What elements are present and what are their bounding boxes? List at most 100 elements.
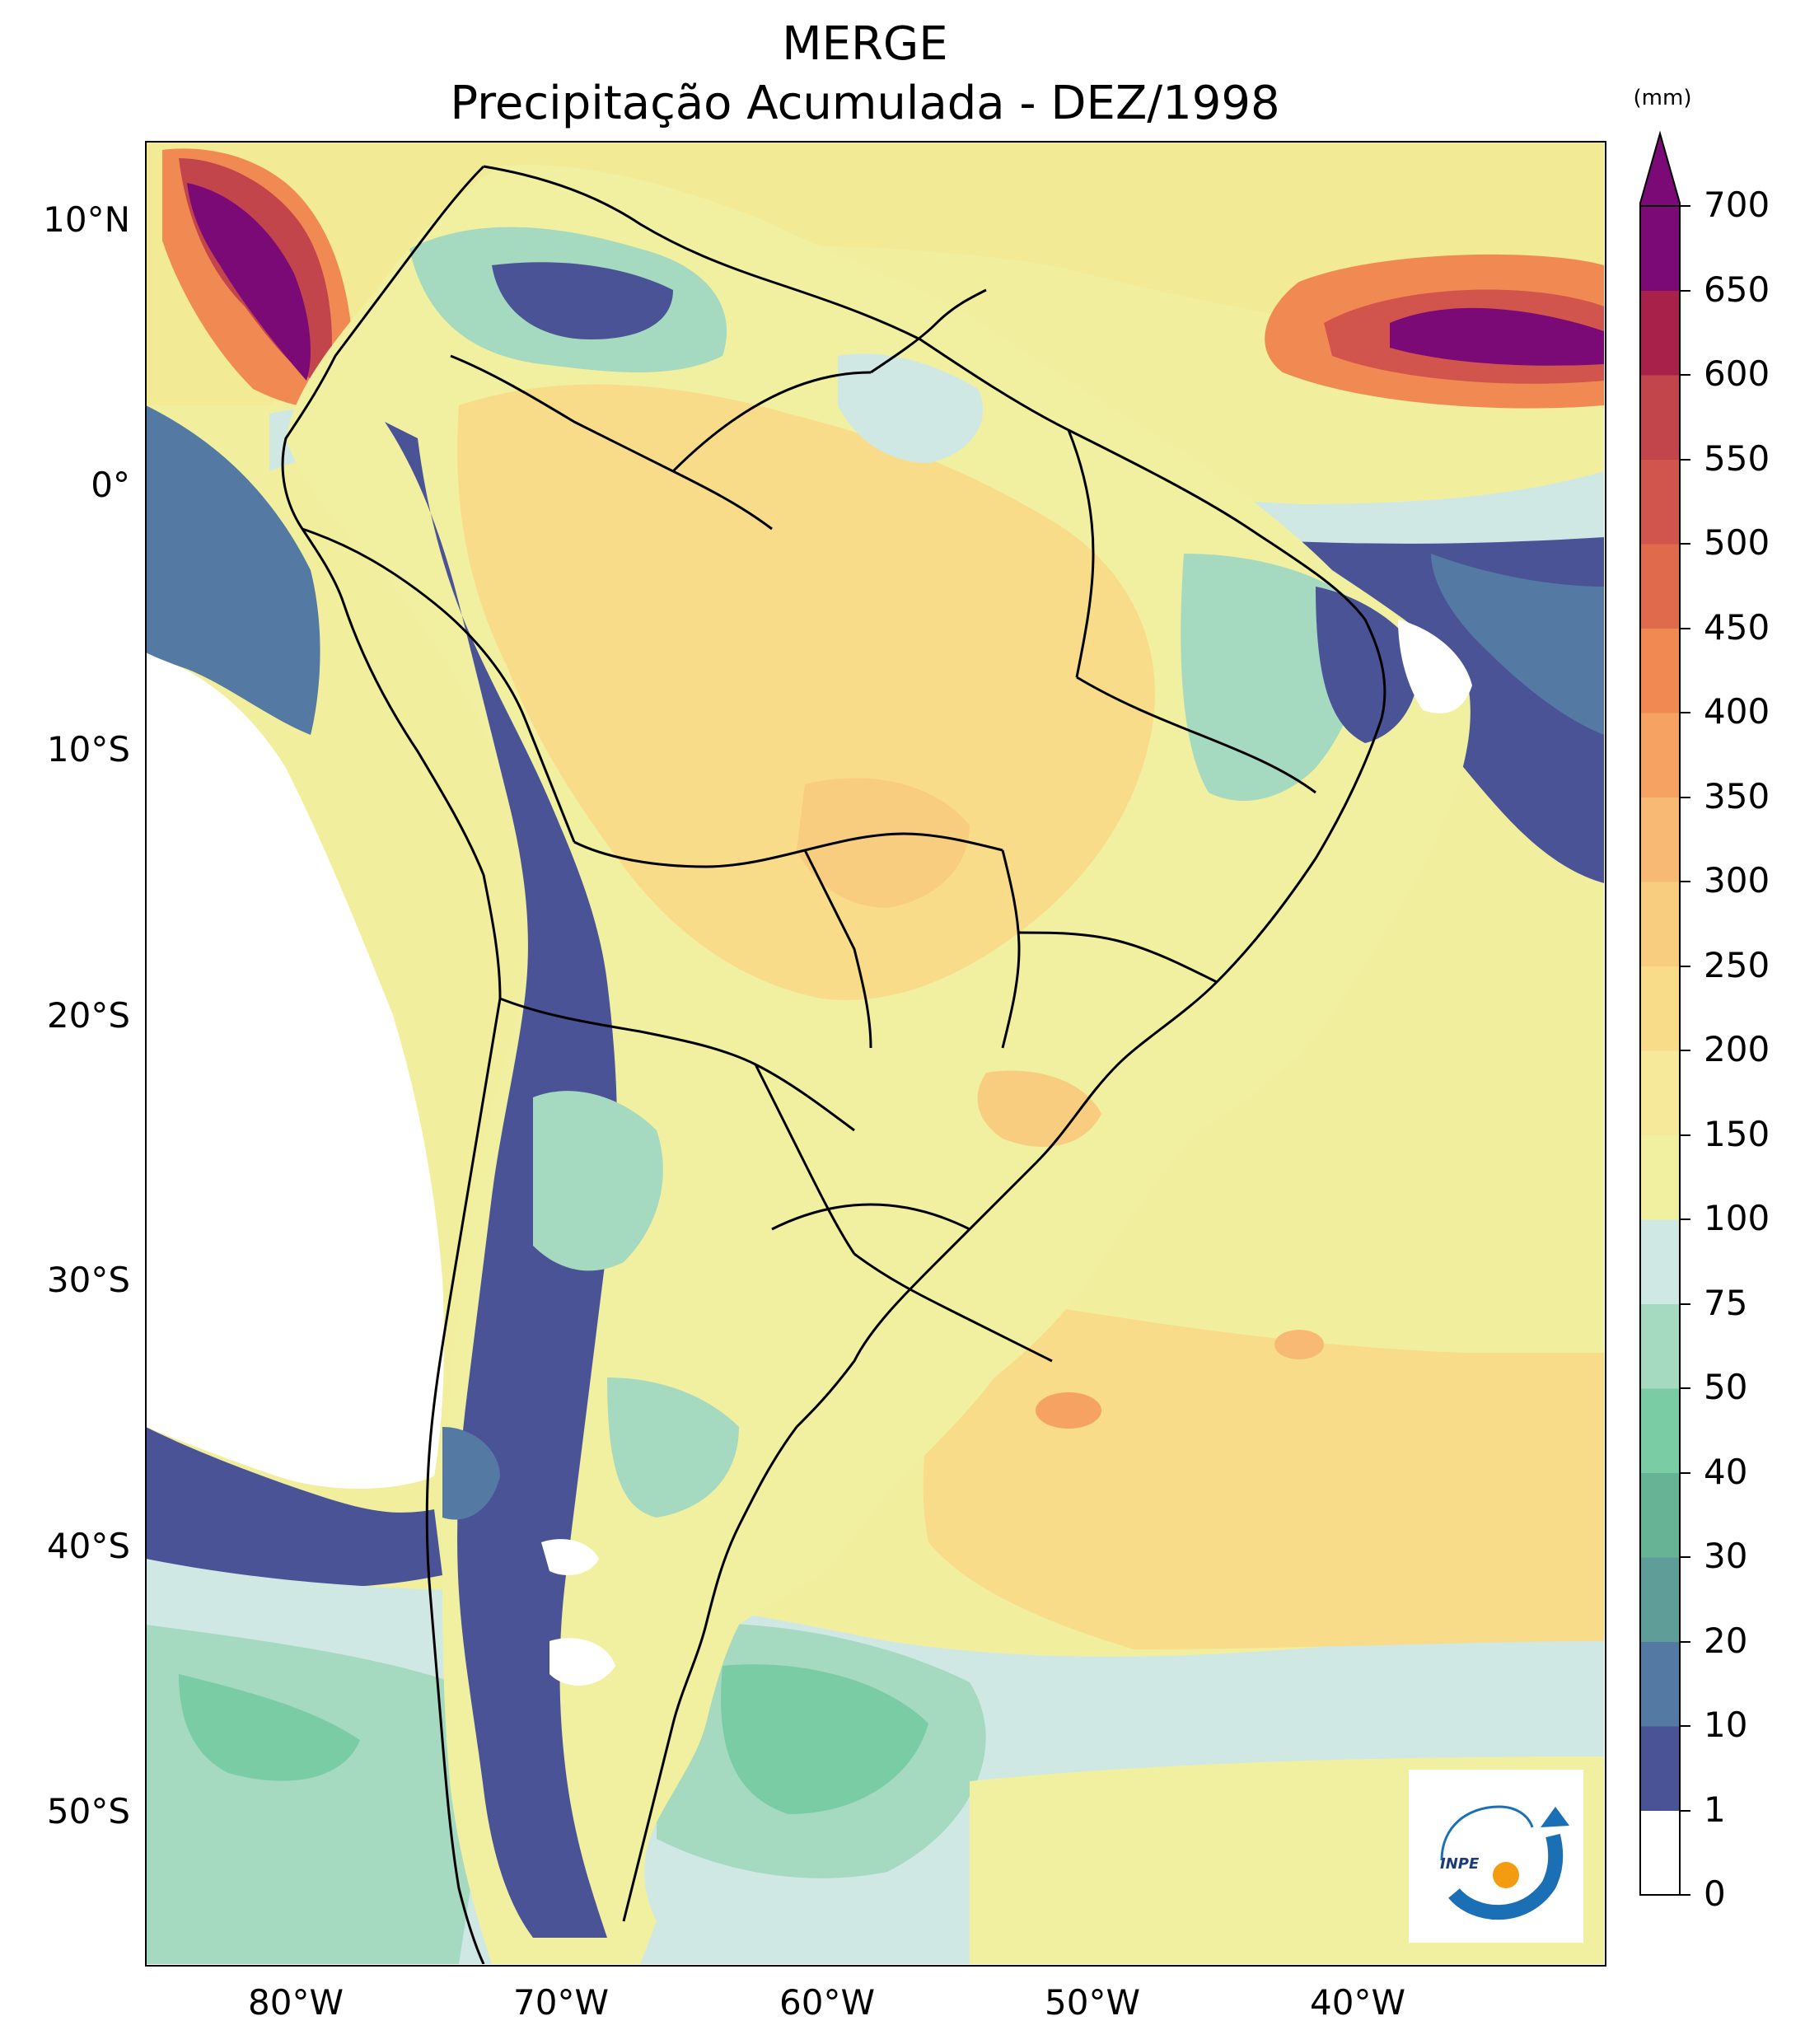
northeast-dry-core xyxy=(1316,587,1419,743)
colorbar-tick-label: 50 xyxy=(1704,1367,1748,1407)
southern-pacific-patch xyxy=(179,1674,360,1781)
lat-tick-label: 30°S xyxy=(46,1260,130,1300)
chart-title-line1: MERGE xyxy=(782,17,948,71)
colorbar-tick xyxy=(1681,1134,1690,1136)
colorbar-tick-label: 1 xyxy=(1704,1789,1726,1830)
inpe-logo-graphic: INPE xyxy=(1440,1805,1569,1920)
colorbar-tick xyxy=(1681,1809,1690,1812)
colorbar-tick xyxy=(1681,1894,1690,1896)
lon-tick-label: 60°W xyxy=(779,1982,875,2023)
logo-arrow xyxy=(1541,1807,1569,1827)
pacific-transition-north xyxy=(146,405,320,735)
colorbar-tick-label: 75 xyxy=(1704,1282,1748,1323)
chile-transition xyxy=(442,1427,500,1520)
inpe-logo: INPE xyxy=(1409,1770,1583,1943)
colorbar-tick-label: 10 xyxy=(1704,1705,1748,1745)
logo-arc-thick xyxy=(1448,1833,1564,1920)
colorbar-tick xyxy=(1681,965,1690,967)
colorbar-tick xyxy=(1681,1050,1690,1051)
lat-tick-label: 20°S xyxy=(46,995,130,1036)
lat-tick-label: 0° xyxy=(91,465,130,505)
lat-tick-label: 10°S xyxy=(46,729,130,769)
central-brazil-peak xyxy=(797,778,970,908)
lon-tick-label: 40°W xyxy=(1310,1982,1405,2023)
colorbar-tick xyxy=(1681,374,1690,376)
colorbar-tick xyxy=(1681,1556,1690,1558)
colorbar-tick xyxy=(1681,712,1690,713)
colorbar-tick-label: 600 xyxy=(1704,353,1770,394)
chart-title-line2: Precipitação Acumulada - DEZ/1998 xyxy=(450,77,1280,130)
colorbar-segment xyxy=(1639,1557,1681,1642)
colorbar-tick-label: 150 xyxy=(1704,1113,1770,1154)
country-borders xyxy=(281,165,1386,1964)
logo-dot xyxy=(1493,1862,1519,1888)
colorbar-tick-label: 0 xyxy=(1704,1873,1726,1914)
colorbar-segment xyxy=(1639,1472,1681,1558)
colorbar-unit: (mm) xyxy=(1633,86,1692,110)
colorbar-segment xyxy=(1639,882,1681,966)
colorbar-segment xyxy=(1639,206,1681,291)
colorbar-tick-label: 40 xyxy=(1704,1451,1748,1492)
lat-tick-label: 10°N xyxy=(43,199,130,240)
colorbar-segment xyxy=(1639,544,1681,629)
colorbar-outline xyxy=(1639,205,1681,1896)
colorbar-segment xyxy=(1639,713,1681,797)
colorbar-tick-label: 20 xyxy=(1704,1620,1748,1661)
colorbar-tick xyxy=(1681,543,1690,545)
colorbar-segment xyxy=(1639,628,1681,713)
colorbar-segment xyxy=(1639,1219,1681,1304)
colorbar-tick xyxy=(1681,627,1690,629)
south-atlantic-patch xyxy=(721,1664,928,1814)
southeast-peak xyxy=(977,1070,1101,1147)
colorbar-segment xyxy=(1639,290,1681,376)
colorbar-segment xyxy=(1639,1726,1681,1811)
colorbar-tick-label: 350 xyxy=(1704,775,1770,816)
colorbar-tick xyxy=(1681,458,1690,461)
precipitation-map xyxy=(146,142,1604,1964)
atlantic-orange-patch xyxy=(1036,1392,1101,1429)
amapa-dry xyxy=(838,353,984,463)
south-atlantic-warm xyxy=(923,1295,1604,1649)
colorbar-segment xyxy=(1639,1641,1681,1727)
colorbar-segment xyxy=(1639,1134,1681,1220)
itcz-max xyxy=(1390,307,1604,366)
northeast-dry-white xyxy=(1398,620,1472,713)
colorbar-tick-label: 650 xyxy=(1704,269,1770,310)
colorbar-segment xyxy=(1639,1810,1681,1896)
colorbar-tick xyxy=(1681,1303,1690,1305)
colorbar xyxy=(1639,130,1681,1896)
colorbar-segment xyxy=(1639,1303,1681,1389)
lon-tick-label: 80°W xyxy=(248,1982,344,2023)
colorbar-tick-label: 200 xyxy=(1704,1029,1770,1069)
venezuela-dry-core xyxy=(492,262,673,339)
colorbar-extend-arrow xyxy=(1639,130,1681,207)
central-argentina-dry xyxy=(607,1377,739,1518)
colorbar-tick xyxy=(1681,796,1690,798)
north-argentina-dry xyxy=(533,1091,663,1271)
colorbar-tick xyxy=(1681,205,1690,207)
lat-tick-label: 50°S xyxy=(46,1791,130,1831)
colorbar-tick xyxy=(1681,1387,1690,1389)
colorbar-segment xyxy=(1639,797,1681,882)
lat-tick-label: 40°S xyxy=(46,1526,130,1566)
colorbar-tick-label: 100 xyxy=(1704,1198,1770,1238)
colorbar-segment xyxy=(1639,1388,1681,1473)
colorbar-tick xyxy=(1681,289,1690,292)
patagonia-white-patch xyxy=(549,1638,615,1686)
pacific-dry-zone xyxy=(146,652,444,1489)
colombia-rain-max xyxy=(187,183,311,381)
logo-text: INPE xyxy=(1440,1855,1480,1873)
atlantic-orange-patch xyxy=(1274,1330,1324,1359)
amazon-warm xyxy=(457,384,1155,1000)
patagonia-white-patch xyxy=(541,1539,599,1575)
map-svg xyxy=(146,142,1604,1964)
colorbar-tick xyxy=(1681,881,1690,882)
dry-belt-atlantic-inner xyxy=(1431,554,1604,735)
colorbar-tick xyxy=(1681,1471,1690,1474)
colorbar-segment xyxy=(1639,1050,1681,1135)
colorbar-tick-label: 300 xyxy=(1704,860,1770,900)
colorbar-tick-label: 500 xyxy=(1704,522,1770,563)
lon-tick-label: 50°W xyxy=(1045,1982,1140,2023)
colorbar-tick-label: 30 xyxy=(1704,1536,1748,1576)
colorbar-segment xyxy=(1639,966,1681,1051)
